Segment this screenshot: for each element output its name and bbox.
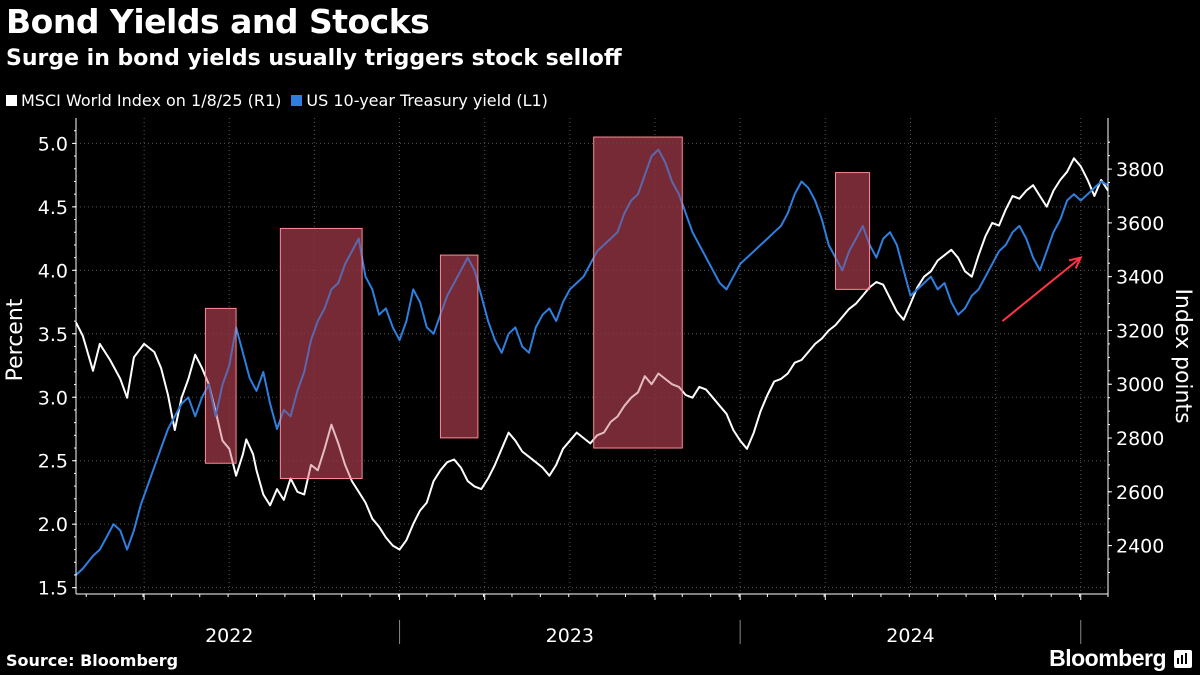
y-right-tick-label-0: 2400 <box>1116 536 1164 558</box>
y-left-tick-label-6: 4.5 <box>38 197 68 219</box>
highlight-overlays <box>204 136 1083 479</box>
series-line-msci-world <box>75 157 1109 551</box>
x-tick-label-2022: 2022 <box>205 625 253 647</box>
legend-label-yield: US 10-year Treasury yield (L1) <box>306 91 548 110</box>
highlight-border-1 <box>279 227 363 479</box>
x-tick-label-2023: 2023 <box>546 625 594 647</box>
legend-swatch-yield <box>291 95 303 106</box>
x-tick-label-2024: 2024 <box>886 625 934 647</box>
bloomberg-logo: Bloomberg <box>1049 645 1166 671</box>
y-left-tick-label-2: 2.5 <box>38 451 68 473</box>
trend-arrow-head <box>1068 256 1083 269</box>
legend-item-msci: MSCI World Index on 1/8/25 (R1) <box>6 91 281 110</box>
highlight-region-3 <box>593 137 683 449</box>
trend-arrow-line <box>1001 256 1082 322</box>
y-left-tick-label-0: 1.5 <box>38 578 68 600</box>
legend: MSCI World Index on 1/8/25 (R1) US 10-ye… <box>6 91 558 110</box>
y-right-tick-label-4: 3200 <box>1116 320 1164 342</box>
legend-label-msci: MSCI World Index on 1/8/25 (R1) <box>21 91 282 110</box>
y-left-tick-label-7: 5.0 <box>38 133 68 155</box>
y-right-tick-label-5: 3400 <box>1116 267 1164 289</box>
source-note: Source: Bloomberg <box>6 651 179 670</box>
highlight-border-2 <box>439 254 479 439</box>
y-axis-right-label: Index points <box>1170 288 1195 423</box>
y-right-tick-label-2: 2800 <box>1116 428 1164 450</box>
grid-lines <box>76 118 1108 594</box>
highlight-region-1 <box>280 228 363 479</box>
bloomberg-terminal-icon <box>1174 650 1192 668</box>
y-right-tick-label-1: 2600 <box>1116 482 1164 504</box>
legend-item-yield: US 10-year Treasury yield (L1) <box>291 91 548 110</box>
y-left-tick-label-3: 3.0 <box>38 387 68 409</box>
chart-subtitle: Surge in bond yields usually triggers st… <box>6 46 622 71</box>
axis-labels: Percent Index points <box>3 288 1195 423</box>
y-right-tick-label-7: 3800 <box>1116 159 1164 181</box>
chart-title: Bond Yields and Stocks <box>6 2 430 41</box>
axes: 1.5 2.0 2.5 3.0 3.5 4.0 4.5 5.0 2400 2600 2800 3000… <box>38 118 1164 647</box>
highlight-border-0 <box>204 307 237 464</box>
y-left-tick-label-1: 2.0 <box>38 514 68 536</box>
y-axis-left-label: Percent <box>3 298 28 381</box>
y-left-tick-label-4: 3.5 <box>38 324 68 346</box>
legend-swatch-msci <box>6 95 17 106</box>
highlight-border-3 <box>593 136 683 449</box>
highlight-regions <box>205 137 870 479</box>
y-right-tick-label-6: 3600 <box>1116 213 1164 235</box>
y-right-tick-label-3: 3000 <box>1116 374 1164 396</box>
highlight-border-4 <box>835 172 871 290</box>
highlight-region-2 <box>440 255 478 438</box>
y-left-tick-label-5: 4.0 <box>38 260 68 282</box>
